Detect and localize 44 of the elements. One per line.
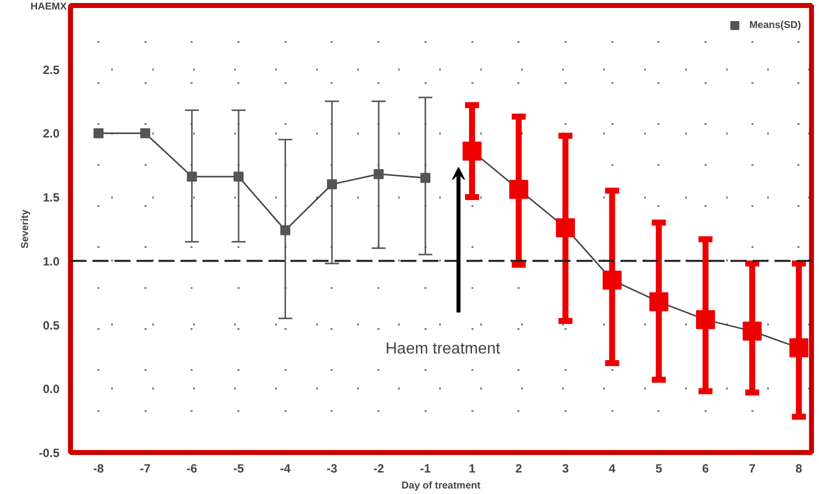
x-tick-label: 2	[515, 462, 522, 476]
x-tick-label: 6	[702, 462, 710, 476]
point	[140, 128, 150, 138]
x-tick-label: 7	[748, 462, 756, 476]
y-tick-label: 2.5	[42, 62, 60, 77]
y-tick-label: 1.0	[42, 254, 60, 268]
y-axis-title: Severity	[20, 209, 31, 248]
point	[374, 169, 384, 180]
x-tick-label: -6	[186, 462, 198, 476]
x-axis-title: Day of treatment	[402, 480, 482, 492]
point	[789, 338, 808, 358]
point	[420, 172, 430, 183]
point	[326, 179, 337, 190]
y-tick-label: 0.0	[42, 382, 60, 396]
y-tick-label: -0.5	[38, 446, 60, 460]
x-tick-label: -7	[140, 462, 151, 476]
point	[186, 172, 197, 182]
point	[280, 225, 290, 236]
y-tick-label: 0.5	[42, 318, 60, 332]
point	[234, 172, 244, 182]
x-tick-label: -5	[233, 462, 244, 476]
point	[509, 180, 528, 199]
point	[742, 322, 762, 341]
x-tick-label: -4	[280, 462, 291, 476]
y-tick-label: 2.0	[42, 126, 60, 141]
x-tick-label: 4	[608, 462, 616, 476]
x-tick-label: 8	[796, 462, 803, 476]
annotation: Haem treatment	[386, 340, 501, 358]
point	[602, 270, 622, 290]
point	[556, 218, 575, 238]
chart-title: HAEMX	[30, 2, 67, 12]
x-tick-label: -8	[93, 462, 104, 476]
legend-label: Means(SD)	[749, 20, 801, 30]
point	[462, 142, 482, 161]
x-tick-label: 3	[562, 462, 570, 476]
x-tick-label: -2	[373, 462, 384, 476]
point	[696, 310, 716, 330]
x-tick-label: -1	[420, 462, 432, 476]
x-tick-label: 5	[655, 462, 662, 476]
x-tick-label: 1	[468, 462, 476, 476]
point	[649, 292, 668, 312]
y-tick-label: 1.5	[42, 190, 60, 205]
point	[94, 128, 104, 138]
x-tick-label: -3	[326, 462, 338, 476]
